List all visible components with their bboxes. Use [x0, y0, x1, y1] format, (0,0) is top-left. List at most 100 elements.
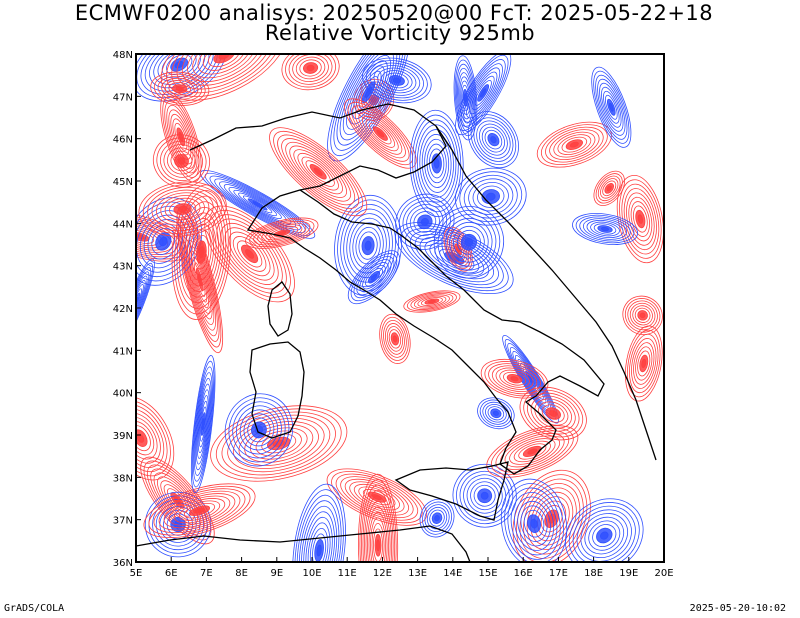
negative-contour	[140, 54, 218, 95]
negative-contour	[243, 413, 275, 447]
positive-contour	[369, 122, 392, 145]
positive-contour	[208, 54, 241, 68]
positive-contour	[181, 54, 267, 86]
positive-contour	[504, 435, 561, 468]
positive-contour	[173, 498, 226, 524]
positive-contour	[633, 205, 648, 233]
positive-contour	[600, 178, 619, 199]
positive-contour	[629, 333, 659, 394]
positive-contour	[365, 119, 396, 148]
negative-contour	[247, 417, 271, 443]
negative-contour	[530, 518, 538, 529]
negative-contour	[426, 143, 447, 184]
positive-contour	[595, 173, 623, 204]
positive-contour	[277, 134, 360, 209]
negative-contour	[605, 94, 618, 120]
negative-contour	[190, 355, 216, 494]
sardinia-coastline	[249, 341, 305, 439]
negative-contour	[564, 498, 644, 562]
lon-label: 13E	[408, 568, 427, 579]
positive-contour	[516, 474, 588, 562]
lat-label: 41N	[113, 346, 133, 357]
positive-contour	[136, 408, 165, 468]
negative-contour	[327, 54, 410, 162]
positive-contour	[602, 180, 617, 197]
negative-contour	[232, 401, 286, 459]
positive-contour	[136, 412, 161, 464]
lon-label: 8E	[235, 568, 248, 579]
lon-label: 11E	[338, 568, 357, 579]
positive-contour	[629, 302, 656, 328]
positive-contour	[510, 376, 519, 382]
negative-contour	[224, 393, 294, 467]
negative-contour	[204, 172, 311, 236]
negative-contour	[199, 406, 207, 442]
positive-contour	[376, 129, 385, 138]
lon-label: 5E	[130, 568, 143, 579]
lat-label: 40N	[113, 389, 133, 400]
negative-contour	[416, 124, 457, 203]
negative-contour	[601, 86, 622, 128]
negative-contour	[470, 114, 517, 165]
negative-contour	[364, 240, 372, 251]
positive-contour	[362, 490, 394, 562]
positive-contour	[183, 502, 216, 519]
lat-label: 46N	[113, 135, 133, 146]
positive-contour	[639, 312, 646, 319]
negative-contour	[159, 236, 168, 247]
negative-contour	[147, 223, 180, 260]
positive-contour	[386, 326, 403, 352]
positive-contour	[606, 185, 612, 192]
positive-contour	[245, 217, 319, 249]
positive-contour	[305, 160, 331, 184]
positive-contour	[136, 416, 158, 460]
negative-contour	[507, 487, 561, 560]
positive-contour	[486, 425, 579, 478]
positive-contour	[561, 136, 588, 153]
positive-contour	[151, 189, 214, 229]
negative-contour	[434, 515, 440, 522]
positive-contour	[281, 138, 356, 206]
negative-contour	[441, 214, 497, 271]
positive-contour	[208, 209, 291, 298]
positive-contour	[541, 404, 565, 423]
negative-contour	[242, 195, 273, 214]
negative-contour	[473, 117, 514, 162]
negative-contour	[337, 199, 399, 292]
corsica-coastline	[267, 281, 293, 337]
negative-contour	[412, 114, 462, 213]
negative-contour	[303, 511, 335, 562]
negative-contour	[593, 70, 630, 144]
positive-contour	[261, 224, 303, 242]
lon-label: 15E	[478, 568, 497, 579]
negative-contour	[476, 120, 511, 159]
positive-contour	[634, 307, 651, 323]
positive-contour	[164, 197, 201, 221]
negative-contour	[369, 62, 424, 99]
negative-contour	[599, 531, 609, 540]
positive-contour	[228, 231, 271, 277]
positive-contour	[361, 115, 399, 152]
coastline	[135, 103, 657, 563]
lat-label: 37N	[113, 516, 133, 527]
positive-contour	[633, 342, 655, 385]
negative-contour	[485, 404, 507, 423]
positive-contour	[166, 54, 283, 97]
positive-contour	[353, 483, 400, 511]
negative-contour	[433, 158, 440, 169]
negative-contour	[484, 129, 503, 150]
lat-label: 42N	[113, 304, 133, 315]
positive-contour	[593, 170, 625, 206]
negative-contour	[588, 520, 621, 551]
positive-contour	[177, 205, 188, 213]
positive-contour	[637, 214, 644, 224]
positive-contour	[624, 325, 663, 402]
positive-contour	[549, 410, 558, 417]
negative-contour	[599, 82, 624, 132]
positive-contour	[513, 440, 551, 463]
negative-contour	[193, 372, 213, 476]
positive-contour	[253, 220, 311, 246]
lat-label: 45N	[113, 177, 133, 188]
negative-contour	[292, 483, 346, 562]
lat-label: 44N	[113, 219, 133, 230]
